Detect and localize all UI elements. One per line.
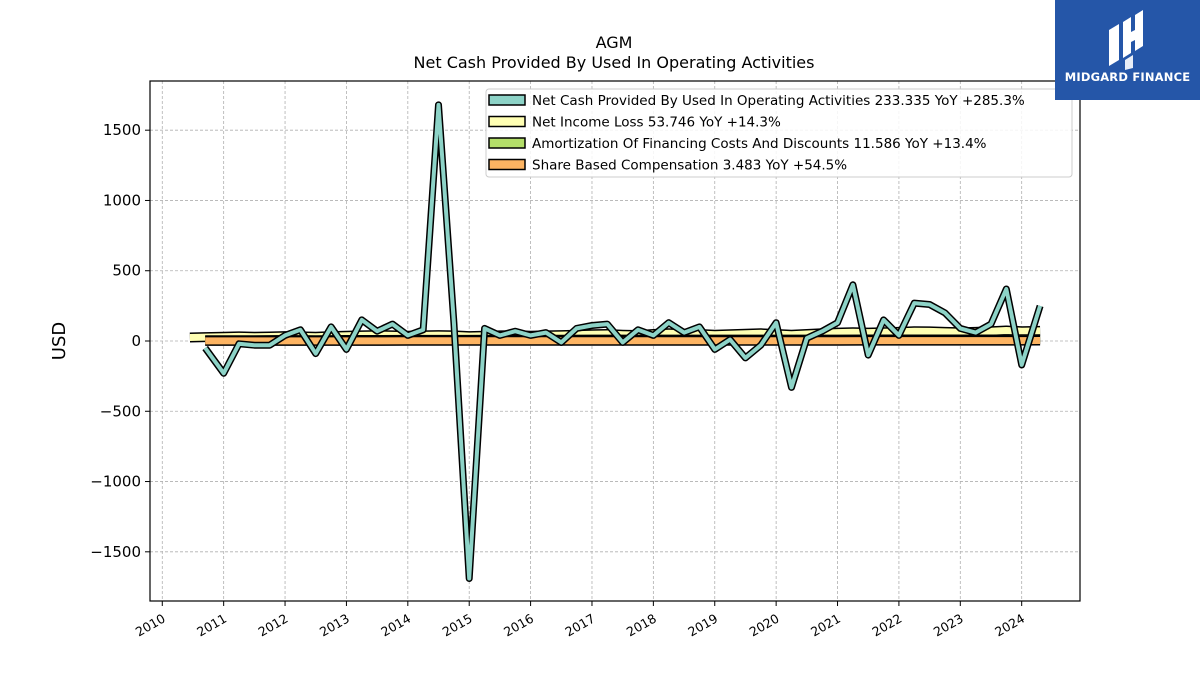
x-tick-label: 2022: [869, 611, 904, 640]
y-tick-label: 0: [131, 332, 141, 350]
legend-swatch: [488, 94, 526, 106]
x-tick-label: 2018: [624, 611, 659, 640]
chart-ticker: AGM: [596, 33, 633, 52]
x-tick-label: 2012: [255, 611, 290, 640]
midgard-finance-logo: MIDGARD FINANCE: [1055, 0, 1200, 100]
legend-swatch: [488, 137, 526, 149]
x-tick-label: 2024: [992, 611, 1027, 640]
x-tick-label: 2016: [501, 611, 536, 640]
x-tick-label: 2013: [317, 611, 352, 640]
x-tick-label: 2011: [194, 611, 229, 640]
x-tick-label: 2019: [685, 611, 720, 640]
x-tick-label: 2015: [440, 611, 475, 640]
legend-entry-label: Share Based Compensation 3.483 YoY +54.5…: [532, 158, 847, 174]
y-axis-label: USD: [49, 322, 70, 360]
legend-entry-label: Amortization Of Financing Costs And Disc…: [532, 136, 987, 152]
legend-entry-label: Net Cash Provided By Used In Operating A…: [532, 93, 1025, 109]
x-axis: 2010 2011 2012 2013 2014 2015 2016 2017 2018 2019…: [133, 601, 1027, 640]
x-tick-label: 2023: [931, 611, 966, 640]
y-tick-label: 1500: [103, 121, 141, 139]
y-tick-label: 1000: [103, 191, 141, 209]
legend-swatch: [488, 158, 526, 171]
legend: Net Cash Provided By Used In Operating A…: [485, 88, 1073, 178]
y-tick-label: 500: [112, 262, 141, 280]
series-layer: [189, 101, 1044, 582]
y-axis: 1500 1000 500 0 −500 −1000 −1500: [90, 121, 150, 561]
legend-swatch: [488, 115, 526, 128]
x-tick-label: 2017: [562, 611, 597, 640]
y-tick-label: −1500: [90, 543, 141, 561]
y-tick-label: −1000: [90, 473, 141, 491]
legend-entry-label: Net Income Loss 53.746 YoY +14.3%: [532, 115, 781, 131]
x-tick-label: 2014: [378, 611, 413, 640]
legend-box: [485, 88, 1073, 178]
x-tick-label: 2010: [133, 611, 168, 640]
series-line-net-cash-provided-by-used-in-operating-activities: [203, 102, 1043, 581]
x-tick-label: 2021: [808, 611, 843, 640]
chart-title: Net Cash Provided By Used In Operating A…: [414, 53, 815, 72]
y-tick-label: −500: [100, 402, 141, 420]
logo-text: MIDGARD FINANCE: [1064, 70, 1191, 84]
x-tick-label: 2020: [747, 611, 782, 640]
midgard-logo-icon: [1109, 10, 1143, 70]
